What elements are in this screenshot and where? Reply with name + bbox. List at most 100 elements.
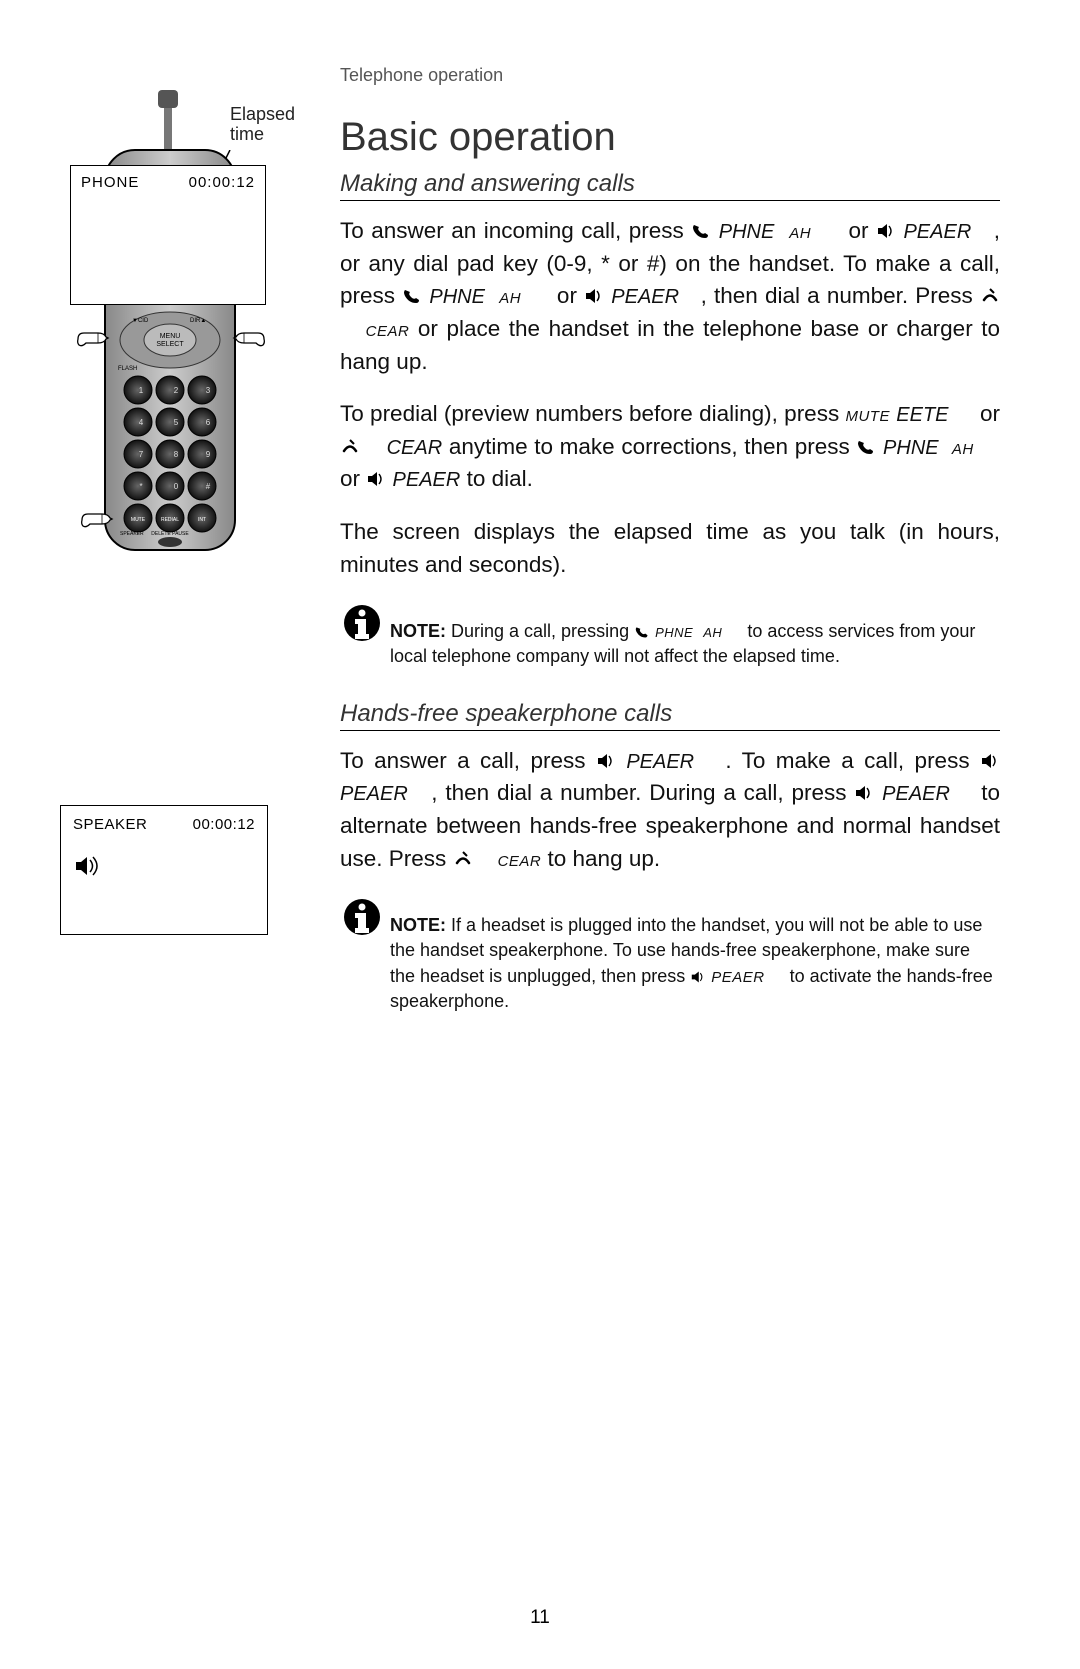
key-phne: PHNE <box>719 221 775 243</box>
key-peaer: PEAER <box>611 286 679 308</box>
text: To answer a call, press <box>340 748 596 773</box>
svg-text:#: # <box>206 482 211 491</box>
svg-text:8: 8 <box>174 450 179 459</box>
text: , then dial a number. During a call, pre… <box>431 780 854 805</box>
key-peaer: PEAER <box>626 751 694 773</box>
info-icon <box>340 601 384 645</box>
note-label: NOTE: <box>390 915 451 935</box>
main-content: Basic operation Making and answering cal… <box>340 115 1000 1044</box>
section-1-p3: The screen displays the elapsed time as … <box>340 516 1000 581</box>
key-peaer: PEAER <box>340 783 408 805</box>
svg-text:INT: INT <box>198 517 206 523</box>
svg-text:MUTE: MUTE <box>131 517 146 523</box>
note-1-text: NOTE: During a call, pressing PHNE AH to… <box>390 601 1000 669</box>
svg-text:6: 6 <box>206 418 211 427</box>
text: or <box>974 401 1000 426</box>
key-ah: AH <box>789 225 811 242</box>
note-2-text: NOTE: If a headset is plugged into the h… <box>390 895 1000 1014</box>
key-phne: PHNE <box>655 625 693 640</box>
svg-text:DIR▲: DIR▲ <box>190 318 206 324</box>
page-number: 11 <box>0 1607 1080 1629</box>
text: To predial (preview numbers before diali… <box>340 401 845 426</box>
key-peaer: PEAER <box>711 969 764 986</box>
text: , then dial a number. Press <box>701 283 980 308</box>
handset-screen: PHONE 00:00:12 <box>70 165 266 305</box>
text: or <box>550 283 584 308</box>
section-2-p1: To answer a call, press PEAER . To make … <box>340 745 1000 876</box>
speaker-icon <box>366 470 386 488</box>
speaker-icon <box>73 855 255 883</box>
key-phne: PHNE <box>883 437 939 459</box>
speaker-icon <box>876 222 896 240</box>
phone-handset-icon <box>691 222 711 240</box>
section-2-heading: Hands-free speakerphone calls <box>340 700 1000 731</box>
svg-text:DELETE PAUSE: DELETE PAUSE <box>151 531 189 537</box>
key-cear: CEAR <box>366 323 410 340</box>
section-1-p2: To predial (preview numbers before diali… <box>340 398 1000 496</box>
speaker-icon <box>690 970 706 984</box>
svg-text:7: 7 <box>139 450 144 459</box>
svg-text:▼CID: ▼CID <box>132 318 149 324</box>
phone-handset-icon <box>856 438 876 456</box>
screen-elapsed-time: 00:00:12 <box>189 174 255 191</box>
text: to dial. <box>467 466 533 491</box>
key-cear: CEAR <box>387 437 443 459</box>
pointing-hand-icon <box>76 325 110 351</box>
off-icon <box>340 438 360 456</box>
key-peaer: PEAER <box>882 783 950 805</box>
phone-handset-icon <box>402 287 422 305</box>
pointing-hand-icon <box>80 506 114 532</box>
speaker-screen-illustration: SPEAKER 00:00:12 <box>60 805 268 935</box>
svg-text:SELECT: SELECT <box>156 341 184 348</box>
key-ah: AH <box>703 625 722 640</box>
key-ah: AH <box>952 441 974 458</box>
key-mute: MUTE <box>845 408 890 425</box>
info-icon <box>340 895 384 939</box>
text: . To make a call, press <box>725 748 980 773</box>
note-label: NOTE: <box>390 621 451 641</box>
speaker-icon <box>584 287 604 305</box>
svg-text:3: 3 <box>206 386 211 395</box>
note-1: NOTE: During a call, pressing PHNE AH to… <box>340 601 1000 669</box>
phone-handset-icon <box>634 625 650 639</box>
section-header: Telephone operation <box>340 65 503 86</box>
screen-phone-label: PHONE <box>81 174 139 191</box>
note-2: NOTE: If a headset is plugged into the h… <box>340 895 1000 1014</box>
key-phne: PHNE <box>429 286 485 308</box>
page-title: Basic operation <box>340 115 1000 160</box>
speaker-elapsed: 00:00:12 <box>193 816 255 833</box>
svg-text:9: 9 <box>206 450 211 459</box>
key-peaer: PEAER <box>393 469 461 491</box>
speaker-label: SPEAKER <box>73 816 147 833</box>
speaker-icon <box>596 752 616 770</box>
svg-text:5: 5 <box>174 418 179 427</box>
key-eete: EETE <box>896 404 948 426</box>
svg-text:*: * <box>139 482 142 491</box>
section-1-heading: Making and answering calls <box>340 170 1000 201</box>
left-illustration-column: Elapsed time MENU SELECT ▼CI <box>70 90 310 570</box>
text: to hang up. <box>548 846 661 871</box>
svg-text:0: 0 <box>174 482 179 491</box>
key-cear: CEAR <box>498 853 542 870</box>
section-1-p1: To answer an incoming call, press PHNE A… <box>340 215 1000 378</box>
svg-text:FLASH: FLASH <box>118 366 137 372</box>
text: or <box>340 466 366 491</box>
key-ah: AH <box>499 290 521 307</box>
handset-illustration: Elapsed time MENU SELECT ▼CI <box>70 90 290 570</box>
svg-text:SPEAKER: SPEAKER <box>120 531 144 537</box>
text: During a call, pressing <box>451 621 634 641</box>
speaker-icon <box>980 752 1000 770</box>
svg-text:MENU: MENU <box>160 333 181 340</box>
svg-text:1: 1 <box>139 386 144 395</box>
svg-text:4: 4 <box>139 418 144 427</box>
text: or place the handset in the telephone ba… <box>340 316 1000 374</box>
text: To answer an incoming call, press <box>340 218 691 243</box>
off-icon <box>980 287 1000 305</box>
svg-text:2: 2 <box>174 386 179 395</box>
key-peaer: PEAER <box>903 221 971 243</box>
svg-text:REDIAL: REDIAL <box>161 517 179 523</box>
text: anytime to make corrections, then press <box>449 434 857 459</box>
off-icon <box>453 850 473 868</box>
pointing-hand-icon <box>232 325 266 351</box>
text: or <box>841 218 876 243</box>
